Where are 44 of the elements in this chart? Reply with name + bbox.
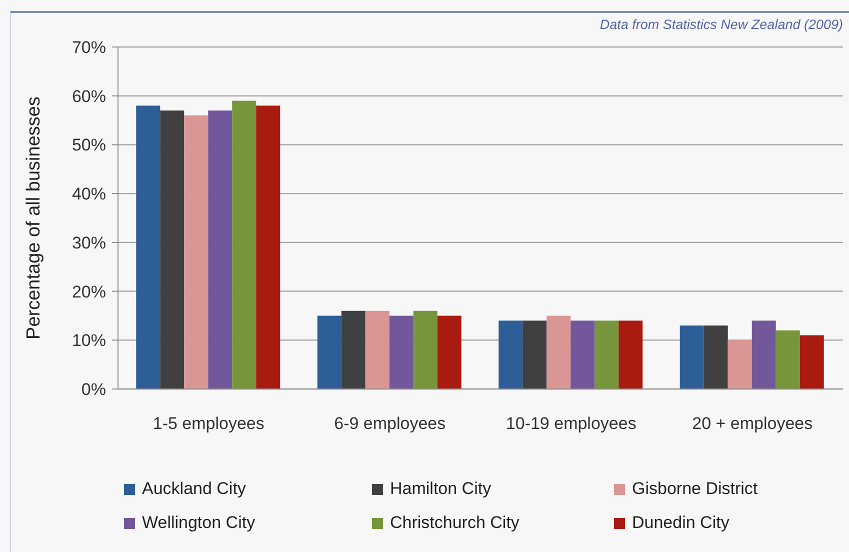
legend-label: Christchurch City [390, 513, 520, 533]
legend-label: Gisborne District [632, 479, 758, 499]
x-tick-label: 10-19 employees [506, 414, 636, 434]
bar [365, 310, 390, 389]
bar [776, 330, 800, 389]
bar [704, 325, 728, 389]
bar [413, 310, 438, 389]
legend-label: Auckland City [142, 479, 246, 499]
bar [184, 115, 208, 389]
bar [570, 320, 595, 389]
bar [680, 325, 704, 389]
bar [208, 110, 232, 389]
y-tick-label: 0% [81, 380, 106, 400]
x-tick-label: 20 + employees [692, 414, 813, 434]
x-tick-label: 1-5 employees [152, 414, 264, 434]
y-tick-label: 30% [72, 233, 106, 252]
bar [728, 340, 752, 389]
bar [136, 106, 160, 389]
bar [232, 100, 256, 389]
x-tick-label: 6-9 employees [334, 414, 446, 434]
y-tick-label: 20% [72, 282, 106, 302]
bar [498, 320, 523, 389]
bar [256, 106, 280, 389]
bar [160, 110, 184, 389]
legend-label: Dunedin City [632, 513, 730, 533]
text: Data from Statistics New Zealand (2009) [600, 17, 843, 32]
bar [437, 316, 462, 389]
bar [618, 320, 643, 389]
bar [800, 335, 824, 389]
y-axis-title: Percentage of all businesses [24, 96, 44, 340]
legend-label: Hamilton City [390, 479, 492, 499]
bar [317, 316, 342, 389]
y-tick-label: 70% [72, 38, 106, 58]
y-tick-label: 50% [72, 136, 106, 155]
bar [752, 320, 776, 389]
bar [546, 316, 571, 389]
bar [522, 320, 547, 389]
y-tick-label: 10% [72, 331, 106, 350]
legend-label: Wellington City [142, 513, 256, 533]
bar [594, 320, 619, 389]
y-tick-label: 40% [72, 184, 106, 204]
bar [341, 310, 366, 389]
bar [389, 316, 414, 389]
y-tick-label: 60% [72, 86, 106, 106]
